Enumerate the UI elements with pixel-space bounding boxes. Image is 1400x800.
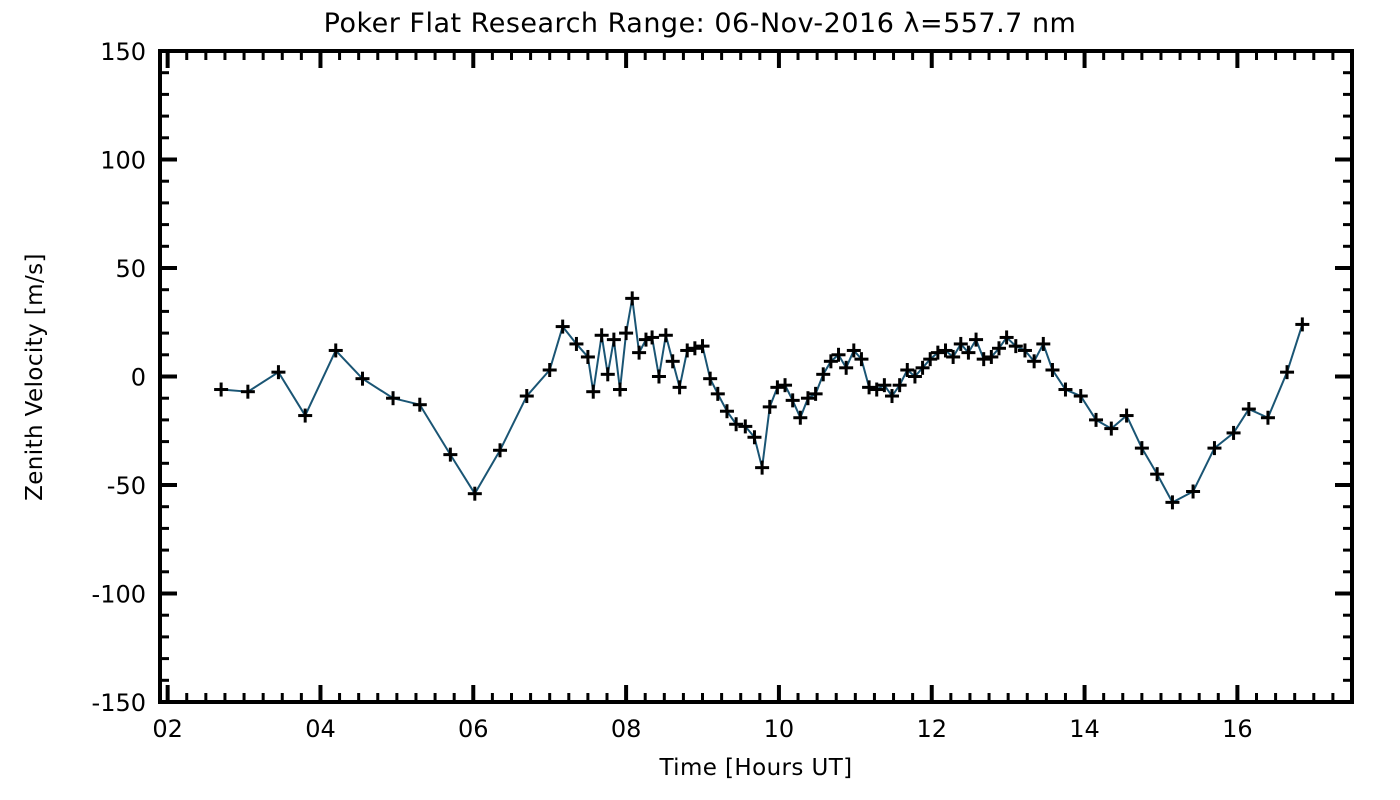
x-tick-label: 10 [764, 715, 795, 743]
x-tick-label: 04 [305, 715, 336, 743]
x-tick-label: 14 [1069, 715, 1100, 743]
x-tick-label: 02 [152, 715, 183, 743]
y-axis-title: Zenith Velocity [m/s] [22, 253, 48, 501]
y-tick-label: 150 [100, 38, 146, 66]
data-series [214, 291, 1310, 510]
chart-title: Poker Flat Research Range: 06-Nov-2016 λ… [324, 8, 1077, 39]
axis-ticks [160, 49, 1354, 704]
x-tick-label: 08 [611, 715, 642, 743]
series-markers [214, 291, 1310, 510]
axis-tick-labels: 02 04 06 08 10 12 14 16 -150 -100 -50 0 50 100 150 [92, 38, 1253, 743]
y-tick-label: -100 [92, 581, 146, 609]
y-tick-label: -150 [92, 689, 146, 717]
x-axis-title: Time [Hours UT] [658, 755, 852, 781]
y-tick-label: 100 [100, 147, 146, 175]
y-tick-label: -50 [107, 472, 146, 500]
x-tick-label: 06 [458, 715, 489, 743]
x-tick-label: 12 [916, 715, 947, 743]
y-tick-label: 50 [115, 255, 146, 283]
x-tick-label: 16 [1222, 715, 1253, 743]
y-tick-label: 0 [131, 364, 146, 392]
plot-frame [158, 49, 1354, 704]
